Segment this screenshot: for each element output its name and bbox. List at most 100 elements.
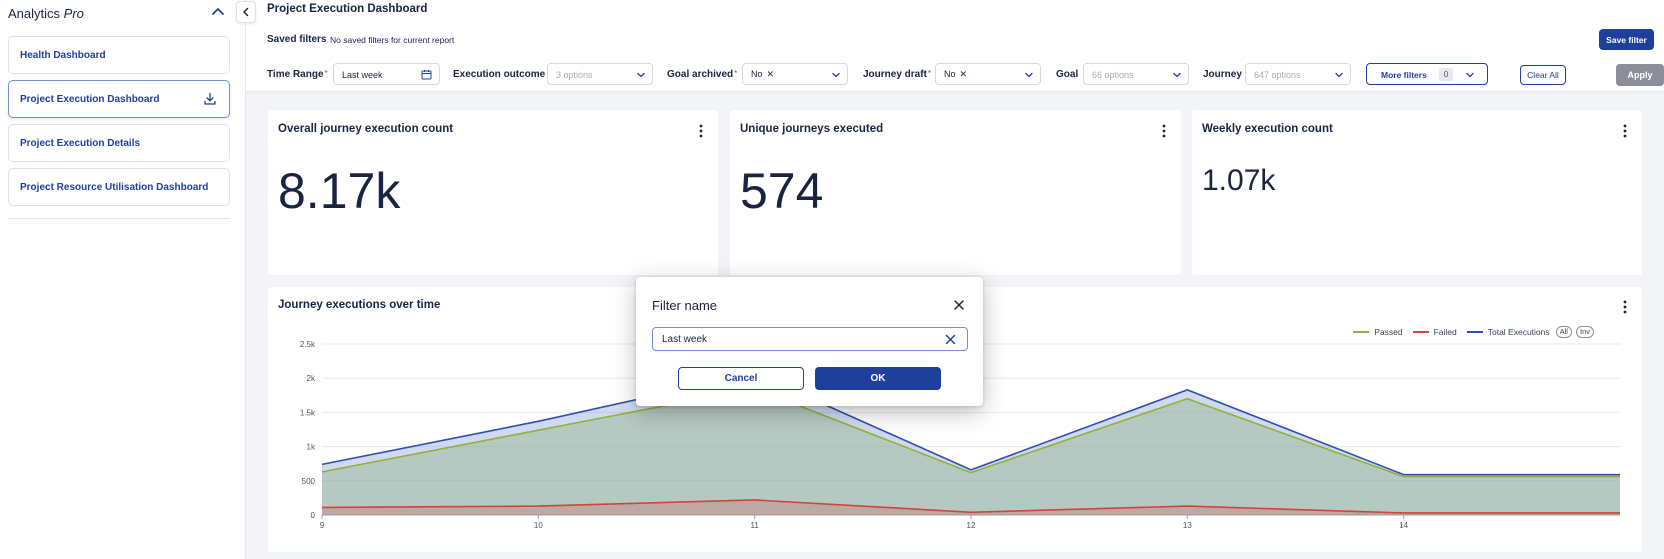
more-filters-label: More filters <box>1381 70 1427 80</box>
legend-label: Failed <box>1433 327 1457 337</box>
kpi-card-overall-execution: Overall journey execution count 8.17k <box>268 110 718 275</box>
sidebar-item-label: Project Execution Dashboard <box>20 93 160 105</box>
time-range-label: Time Range* <box>267 69 328 80</box>
close-icon[interactable] <box>953 299 965 311</box>
chevron-up-icon[interactable] <box>210 4 226 20</box>
goal-placeholder: 66 options <box>1092 70 1134 80</box>
legend-swatch <box>1353 331 1370 333</box>
chart-plot: 0 500 1k 1.5k 2k 2.5k 9 10 11 12 13 14 <box>300 340 1620 530</box>
filter-name-dialog: Filter name Cancel OK <box>636 277 983 406</box>
y-tick-label: 2k <box>307 374 316 383</box>
sidebar-item-project-execution-details[interactable]: Project Execution Details <box>8 124 230 162</box>
chevron-down-icon <box>1025 72 1033 78</box>
chevron-down-icon <box>637 72 645 78</box>
apply-button[interactable]: Apply <box>1616 64 1664 86</box>
time-range-picker[interactable]: Last week <box>333 63 440 85</box>
brand-italic: Pro <box>63 6 84 21</box>
legend-swatch <box>1412 331 1429 333</box>
brand-title: Analytics Pro <box>8 6 84 21</box>
x-tick-label: 11 <box>751 521 760 530</box>
kpi-value: 1.07k <box>1202 164 1276 197</box>
more-filters-button[interactable]: More filters 0 <box>1366 63 1488 85</box>
goal-archived-select[interactable]: No ✕ <box>742 63 848 85</box>
legend-label: Passed <box>1374 327 1403 337</box>
clear-input-icon[interactable] <box>945 334 956 345</box>
card-title: Weekly execution count <box>1202 123 1333 135</box>
sidebar-nav: Health Dashboard Project Execution Dashb… <box>8 36 230 212</box>
sidebar-item-label: Project Resource Utilisation Dashboard <box>20 181 209 193</box>
chevron-down-icon <box>1335 72 1343 78</box>
chevron-down-icon <box>1173 72 1181 78</box>
execution-outcome-label: Execution outcome <box>453 69 546 80</box>
goal-label: Goal <box>1056 69 1079 80</box>
legend-all-toggle[interactable]: All <box>1555 326 1572 338</box>
time-range-label-text: Time Range <box>267 69 324 80</box>
y-tick-label: 2.5k <box>300 340 316 349</box>
collapse-sidebar-button[interactable] <box>236 1 256 23</box>
journey-select[interactable]: 647 options <box>1245 63 1351 85</box>
sidebar-item-label: Project Execution Details <box>20 137 141 149</box>
x-tick-label: 10 <box>534 521 543 530</box>
journey-draft-chip-text: No <box>944 69 956 79</box>
sidebar-divider <box>8 218 230 219</box>
sidebar-item-health-dashboard[interactable]: Health Dashboard <box>8 36 230 74</box>
saved-filters-label: Saved filters <box>267 34 327 45</box>
goal-archived-label: Goal archived* <box>667 69 738 80</box>
download-icon[interactable] <box>203 92 217 106</box>
save-filter-button[interactable]: Save filter <box>1599 29 1654 50</box>
sidebar-item-project-execution-dashboard[interactable]: Project Execution Dashboard <box>8 80 230 118</box>
kebab-menu-icon[interactable] <box>1623 124 1627 138</box>
goal-select[interactable]: 66 options <box>1083 63 1189 85</box>
page-title: Project Execution Dashboard <box>267 3 428 15</box>
execution-outcome-select[interactable]: 3 options <box>547 63 653 85</box>
x-tick-label: 9 <box>320 521 325 530</box>
kpi-value: 574 <box>740 163 824 219</box>
brand-main: Analytics <box>8 6 61 21</box>
legend-item-passed[interactable]: Passed <box>1353 327 1403 337</box>
card-title: Unique journeys executed <box>740 123 884 135</box>
time-range-value: Last week <box>342 70 383 80</box>
journey-label: Journey <box>1203 69 1242 80</box>
kpi-value: 8.17k <box>278 163 401 219</box>
legend-label: Total Executions <box>1487 327 1550 337</box>
kebab-menu-icon[interactable] <box>1623 300 1627 314</box>
filter-bar: Time Range* Last week Execution outcome … <box>246 63 1664 87</box>
chevron-down-icon <box>832 72 840 78</box>
more-filters-count: 0 <box>1439 68 1453 81</box>
journey-draft-label: Journey draft* <box>863 69 932 80</box>
kpi-card-unique-journeys: Unique journeys executed 574 <box>730 110 1181 275</box>
chevron-left-icon <box>243 7 249 17</box>
series-line-failed <box>321 499 1620 514</box>
journey-draft-select[interactable]: No ✕ <box>935 63 1041 85</box>
sidebar-item-resource-utilisation[interactable]: Project Resource Utilisation Dashboard <box>8 168 230 206</box>
kebab-menu-icon[interactable] <box>1162 124 1166 138</box>
sidebar: Analytics Pro Health Dashboard Project E… <box>0 0 246 559</box>
kpi-card-weekly-execution: Weekly execution count 1.07k <box>1192 110 1642 275</box>
sidebar-item-label: Health Dashboard <box>20 49 106 61</box>
series-area-passed <box>322 388 1620 515</box>
legend-item-failed[interactable]: Failed <box>1412 327 1457 337</box>
clear-all-button[interactable]: Clear All <box>1520 65 1566 85</box>
journey-draft-chip: No ✕ <box>944 69 967 80</box>
y-tick-label: 0 <box>311 511 316 520</box>
goal-archived-label-text: Goal archived <box>667 69 734 80</box>
chart-title: Journey executions over time <box>278 299 441 311</box>
x-tick-label: 12 <box>967 521 976 530</box>
kebab-menu-icon[interactable] <box>699 124 703 138</box>
remove-chip-icon[interactable]: ✕ <box>959 69 968 79</box>
x-tick-label: 13 <box>1183 521 1192 530</box>
y-tick-label: 1k <box>307 443 316 452</box>
chart-legend: Passed Failed Total Executions All Inv <box>1343 326 1594 338</box>
goal-archived-chip-text: No <box>751 69 763 79</box>
series-line-total-executions <box>321 372 1620 476</box>
cancel-button[interactable]: Cancel <box>678 367 804 390</box>
legend-item-total[interactable]: Total Executions <box>1466 327 1550 337</box>
legend-invert-toggle[interactable]: Inv <box>1575 326 1594 338</box>
x-tick-label: 14 <box>1399 521 1408 530</box>
filter-name-input[interactable] <box>652 327 968 351</box>
remove-chip-icon[interactable]: ✕ <box>766 69 775 79</box>
series-line-passed <box>321 387 1620 478</box>
ok-button[interactable]: OK <box>815 367 941 390</box>
chevron-down-icon <box>1466 72 1474 78</box>
y-tick-label: 1.5k <box>300 408 316 417</box>
